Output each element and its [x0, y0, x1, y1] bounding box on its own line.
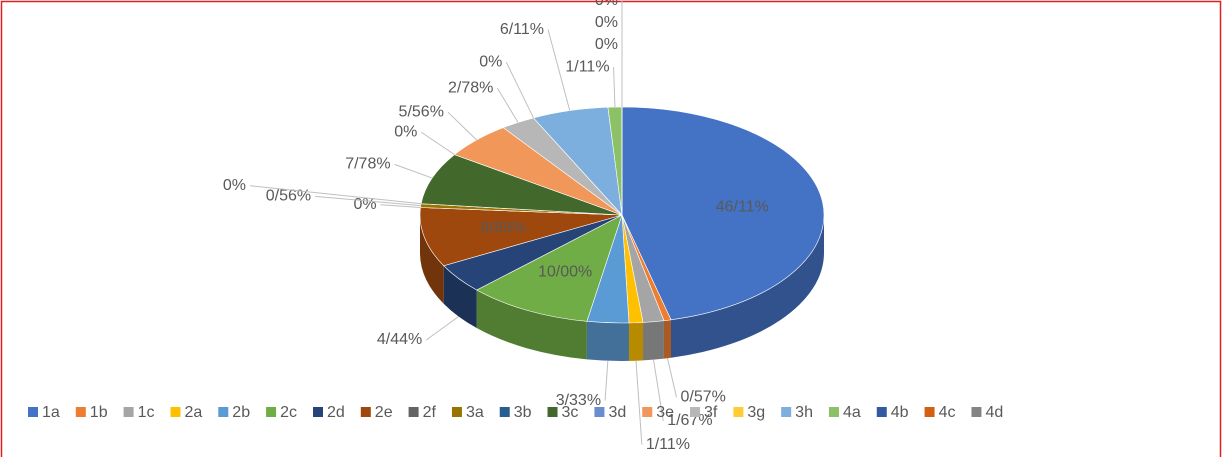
leader-line: [447, 111, 478, 141]
legend-swatch: [218, 407, 229, 417]
data-label: 46/11%: [716, 198, 769, 215]
legend-label: 3a: [466, 404, 484, 421]
data-label: 5/56%: [399, 103, 444, 120]
data-label: 0%: [479, 53, 502, 70]
pie-side: [628, 322, 644, 361]
legend-swatch: [690, 407, 701, 417]
legend-label: 3e: [656, 404, 674, 421]
leader-line: [635, 360, 643, 445]
legend-label: 3b: [514, 404, 532, 421]
legend-label: 3g: [747, 404, 765, 421]
legend-label: 1c: [138, 404, 155, 421]
legend-swatch: [781, 407, 792, 417]
pie-slice: [621, 106, 825, 321]
legend-swatch: [594, 407, 605, 417]
pie-side: [670, 215, 824, 358]
legend-swatch: [924, 407, 935, 417]
leader-line: [425, 316, 459, 341]
leader-line: [604, 360, 609, 401]
leader-line: [653, 359, 664, 421]
legend-label: 2c: [280, 404, 297, 421]
leader-line: [394, 163, 433, 179]
pie-side: [643, 320, 664, 361]
legend-label: 3h: [795, 404, 813, 421]
legend-swatch: [971, 407, 982, 417]
data-label: 10/00%: [538, 263, 592, 280]
legend-swatch: [313, 407, 323, 417]
data-label: 0%: [595, 14, 618, 31]
legend-label: 3c: [562, 404, 579, 421]
data-label: 8/89%: [481, 220, 526, 237]
legend-swatch: [876, 407, 887, 417]
legend-swatch: [733, 407, 744, 417]
data-label: 0%: [223, 177, 246, 194]
legend-label: 4c: [939, 404, 956, 421]
pie-side: [476, 290, 587, 360]
data-label: 1/67%: [667, 412, 712, 429]
data-label: 0/56%: [266, 188, 311, 205]
legend-label: 2f: [423, 404, 437, 421]
pie-side: [443, 265, 477, 329]
legend-swatch: [547, 407, 558, 417]
legend-label: 4a: [843, 404, 861, 421]
legend-label: 4b: [891, 404, 909, 421]
legend-swatch: [451, 407, 462, 417]
legend-label: 2e: [375, 404, 393, 421]
data-label: 2/78%: [448, 79, 493, 96]
data-label: 7/78%: [345, 156, 390, 173]
pie-slice: [476, 214, 623, 322]
legend-swatch: [75, 407, 86, 417]
leader-line: [421, 131, 455, 156]
leader-line: [315, 195, 421, 207]
legend-swatch: [499, 407, 510, 417]
legend-swatch: [360, 407, 371, 417]
leader-line: [666, 358, 677, 398]
legend-label: 2b: [232, 404, 250, 421]
pie-slice: [419, 207, 623, 267]
legend-label: 3f: [704, 404, 718, 421]
data-label: 0%: [394, 123, 417, 140]
legend-swatch: [266, 407, 277, 417]
data-label: 6/11%: [500, 21, 544, 38]
legend-label: 4d: [985, 404, 1003, 421]
data-label: 1/11%: [646, 436, 690, 453]
data-label: 0%: [595, 36, 618, 53]
data-label: 0/57%: [680, 388, 725, 405]
legend-swatch: [828, 407, 839, 417]
data-label: 4/44%: [377, 331, 422, 348]
data-label: 0%: [595, 0, 618, 9]
legend-label: 2a: [185, 404, 203, 421]
legend-swatch: [642, 407, 653, 417]
legend-swatch: [408, 407, 419, 417]
leader-line: [505, 61, 534, 119]
pie-side: [663, 319, 671, 359]
legend-label: 1a: [42, 404, 60, 421]
data-label: 3/33%: [556, 392, 601, 409]
legend-swatch: [28, 407, 38, 417]
legend-label: 2d: [327, 404, 345, 421]
leader-line: [547, 29, 571, 111]
legend-swatch: [123, 407, 134, 417]
data-label: 1/11%: [565, 58, 609, 75]
leader-line: [249, 185, 422, 205]
legend-label: 1b: [90, 404, 108, 421]
leader-line: [380, 204, 421, 209]
leader-line: [496, 87, 519, 123]
pie-slice: [420, 154, 623, 216]
legend-swatch: [170, 407, 181, 417]
pie-side: [586, 321, 629, 361]
legend-label: 3d: [608, 404, 626, 421]
pie-side: [420, 215, 444, 304]
leader-line: [613, 67, 616, 108]
